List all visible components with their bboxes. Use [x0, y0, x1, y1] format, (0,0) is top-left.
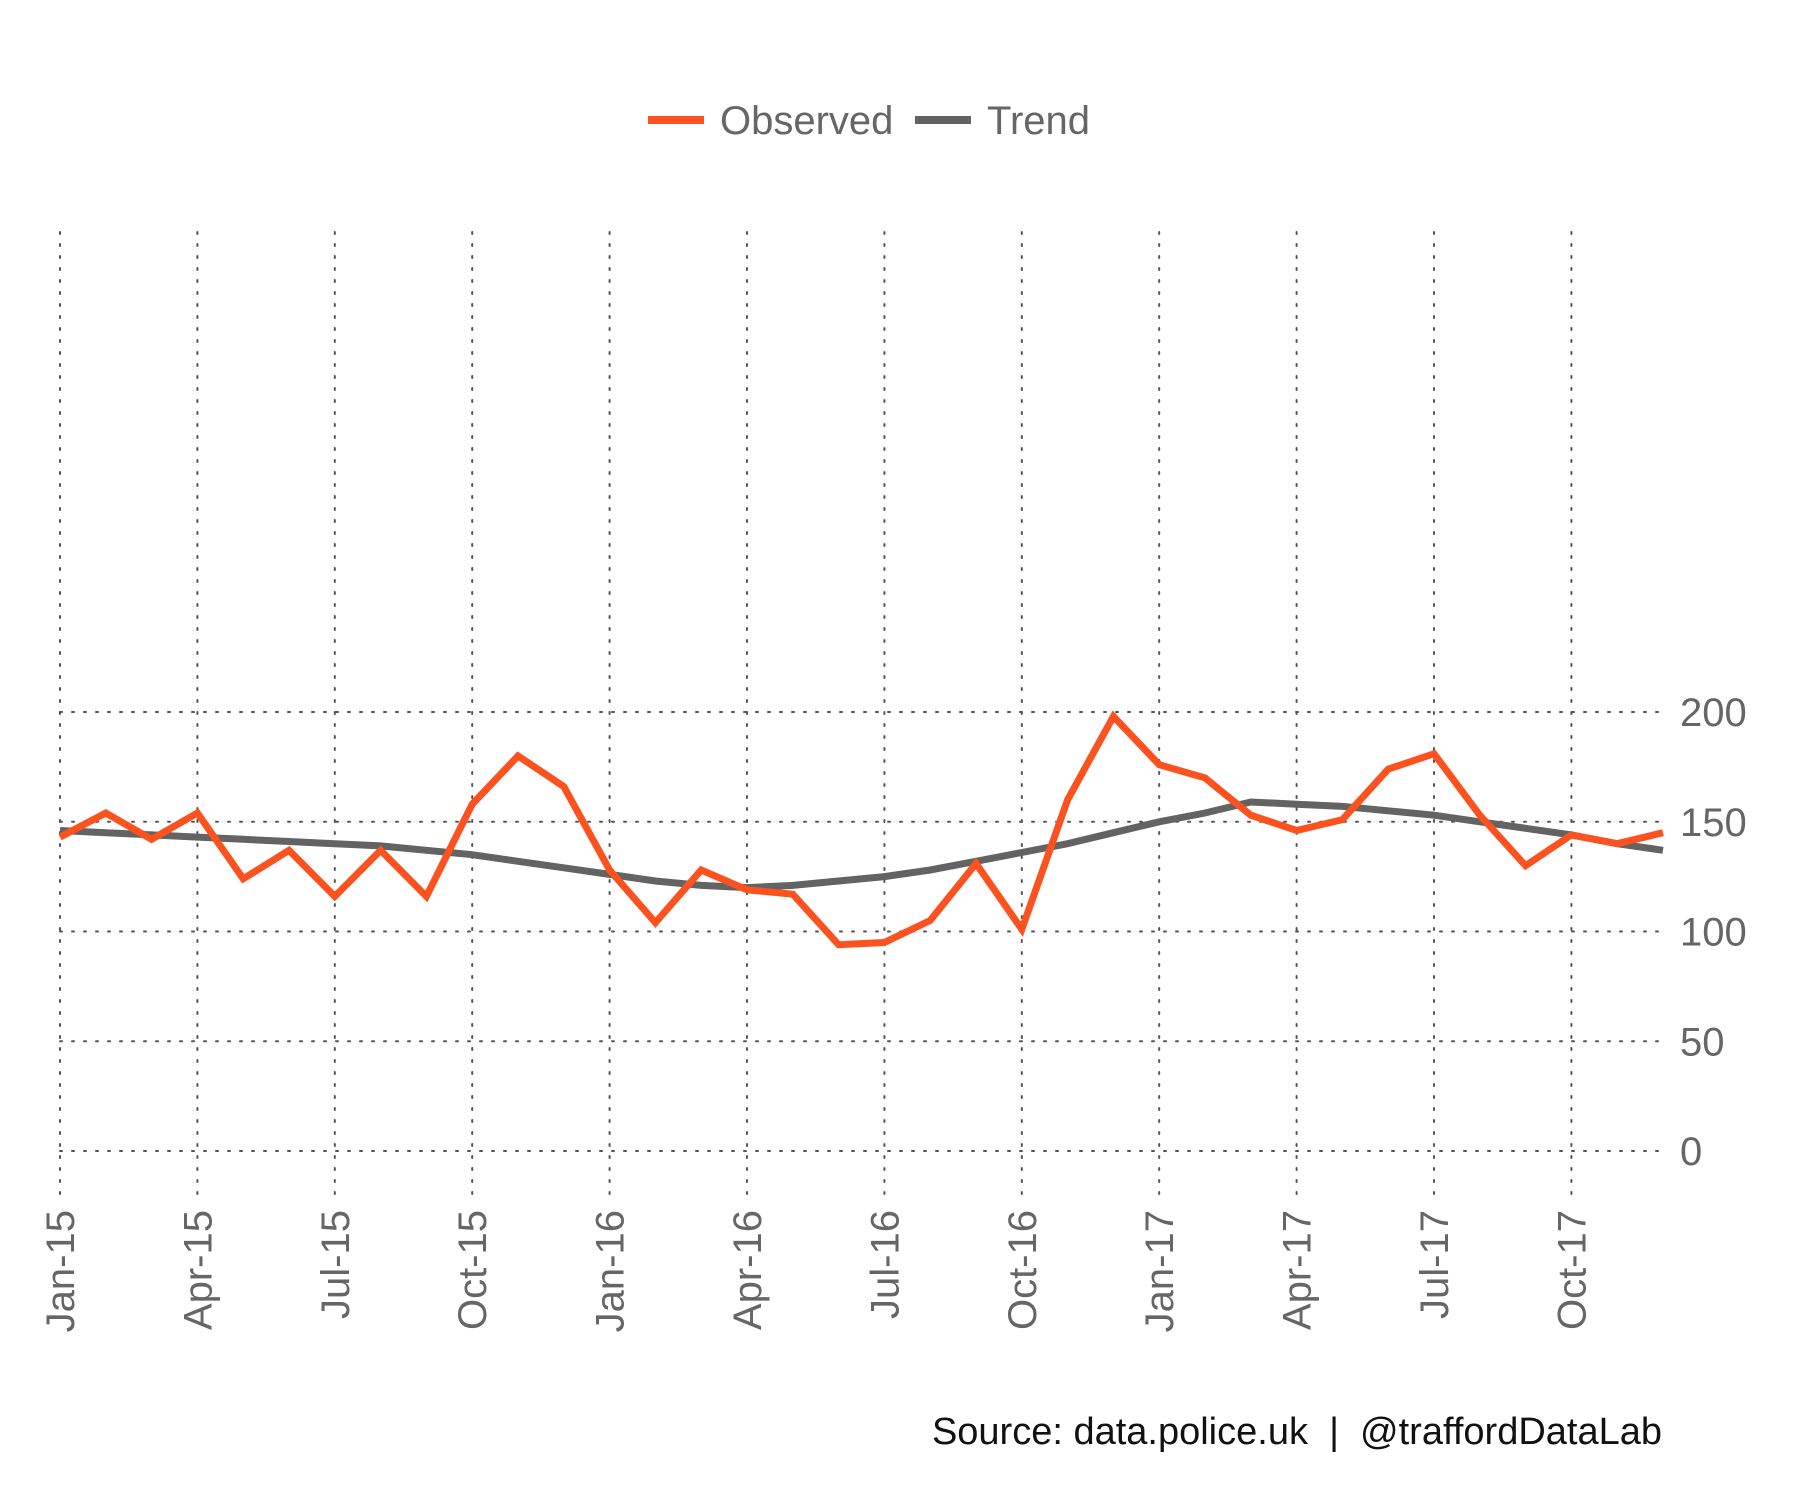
legend-label-observed: Observed [720, 99, 893, 143]
x-tick-label: Apr-15 [176, 1210, 220, 1330]
y-tick-label: 50 [1680, 1020, 1725, 1064]
y-axis-ticks: 0 50 100 150 200 [1680, 691, 1747, 1174]
y-tick-label: 100 [1680, 911, 1747, 955]
x-axis-ticks: Jan-15 Apr-15 Jul-15 Oct-15 Jan-16 Apr-16 Jul-… [39, 1210, 1594, 1332]
x-tick-label: Oct-15 [451, 1210, 495, 1330]
legend: Observed Trend [648, 99, 1090, 143]
x-tick-label: Jul-16 [863, 1210, 907, 1319]
x-tick-label: Jul-17 [1413, 1210, 1457, 1319]
y-tick-label: 200 [1680, 691, 1747, 735]
x-tick-label: Jan-16 [589, 1210, 633, 1332]
grid-lines [59, 231, 1661, 1196]
y-tick-label: 150 [1680, 801, 1747, 845]
source-caption: Source: data.police.uk | @traffordDataLa… [932, 1411, 1662, 1453]
x-tick-label: Jul-15 [314, 1210, 358, 1319]
y-tick-label: 0 [1680, 1130, 1702, 1174]
x-tick-label: Jan-15 [39, 1210, 83, 1332]
series-lines [58, 710, 1664, 949]
series-line-trend [59, 798, 1664, 892]
x-tick-label: Oct-16 [1001, 1210, 1045, 1330]
x-tick-label: Oct-17 [1550, 1210, 1594, 1330]
series-line-observed [58, 710, 1664, 949]
legend-label-trend: Trend [987, 99, 1090, 143]
x-tick-label: Jan-17 [1138, 1210, 1182, 1332]
x-tick-label: Apr-17 [1276, 1210, 1320, 1330]
x-tick-label: Apr-16 [726, 1210, 770, 1330]
